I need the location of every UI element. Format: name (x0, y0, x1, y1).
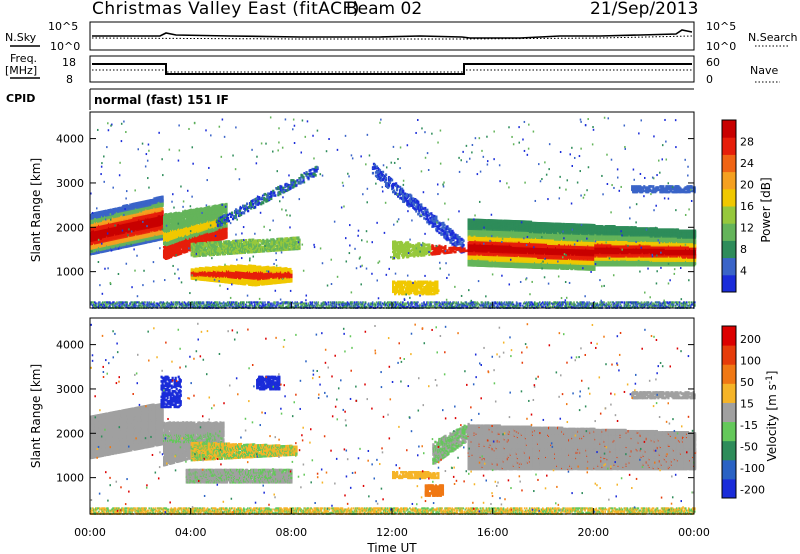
noise-tick-right-top: 10^5 (706, 20, 736, 33)
date-label: 21/Sep/2013 (590, 0, 698, 19)
radar-summary-plot: Christmas Valley East (fitACF) Beam 02 2… (0, 0, 800, 554)
freq-panel-frame (90, 56, 694, 82)
freq-tick-bottom: 8 (66, 73, 73, 86)
nave-label: Nave (750, 64, 778, 77)
beam-label: Beam 02 (346, 0, 422, 19)
station-title: Christmas Valley East (fitACF) (92, 0, 360, 19)
nave-tick-top: 60 (706, 56, 720, 69)
nsearch-label: N.Search (748, 31, 798, 44)
freq-unit: [MHz] (5, 64, 37, 77)
cpid-label: CPID (6, 92, 35, 105)
power-plot-frame (90, 112, 694, 308)
nave-trace (92, 70, 692, 72)
noise-tick-left-bottom: 10^0 (50, 40, 80, 53)
nsky-trace (92, 30, 692, 38)
freq-tick-top: 18 (62, 56, 76, 69)
cpid-value: normal (fast) 151 IF (94, 93, 229, 107)
noise-tick-right-bottom: 10^0 (706, 40, 736, 53)
nave-tick-bottom: 0 (706, 73, 713, 86)
noise-tick-left-top: 10^5 (48, 20, 78, 33)
nsky-label: N.Sky (5, 31, 37, 44)
